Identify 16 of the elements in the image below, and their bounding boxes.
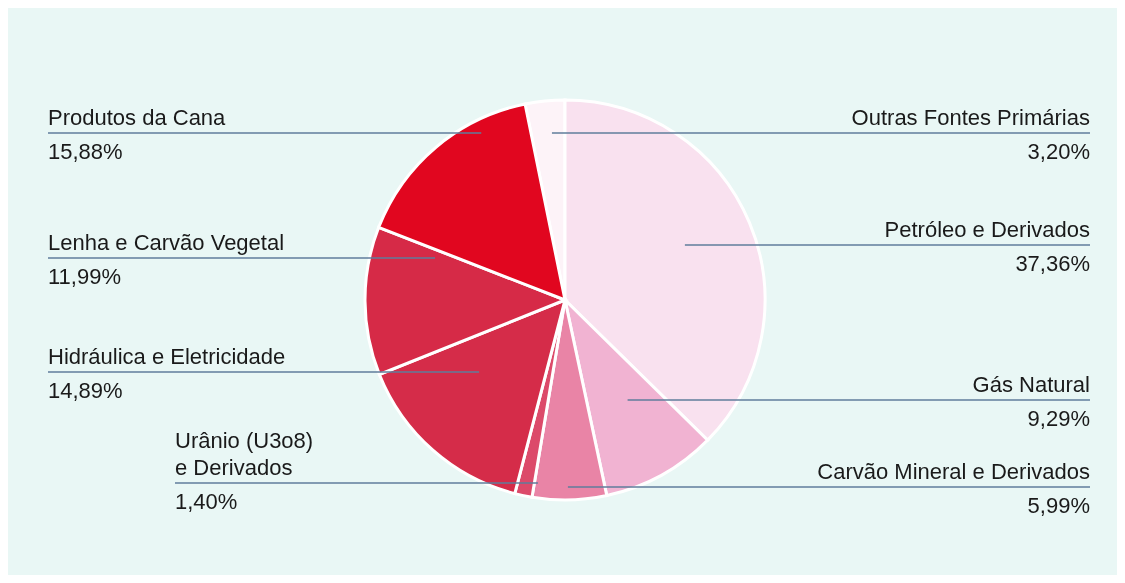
slice-label: Petróleo e Derivados xyxy=(884,217,1090,242)
data-label: 14,89% xyxy=(48,378,123,403)
slice-label: Gás Natural xyxy=(972,372,1090,397)
data-label: 9,29% xyxy=(1027,406,1090,431)
slice-label: Hidráulica e Eletricidade xyxy=(48,344,286,369)
slice-label: Lenha e Carvão Vegetal xyxy=(48,230,285,255)
slice-label: Carvão Mineral e Derivados xyxy=(817,459,1090,484)
data-label: 37,36% xyxy=(1015,251,1090,276)
data-label: 3,20% xyxy=(1027,139,1090,164)
slice-label: Produtos da Cana xyxy=(48,105,227,130)
data-label: 15,88% xyxy=(48,139,123,164)
slice-label: Outras Fontes Primárias xyxy=(851,105,1090,130)
slice-label: Urânio (U3o8) e Derivados xyxy=(175,428,314,480)
data-label: 11,99% xyxy=(48,264,121,289)
data-label: 1,40% xyxy=(175,489,238,514)
data-label: 5,99% xyxy=(1027,493,1090,518)
